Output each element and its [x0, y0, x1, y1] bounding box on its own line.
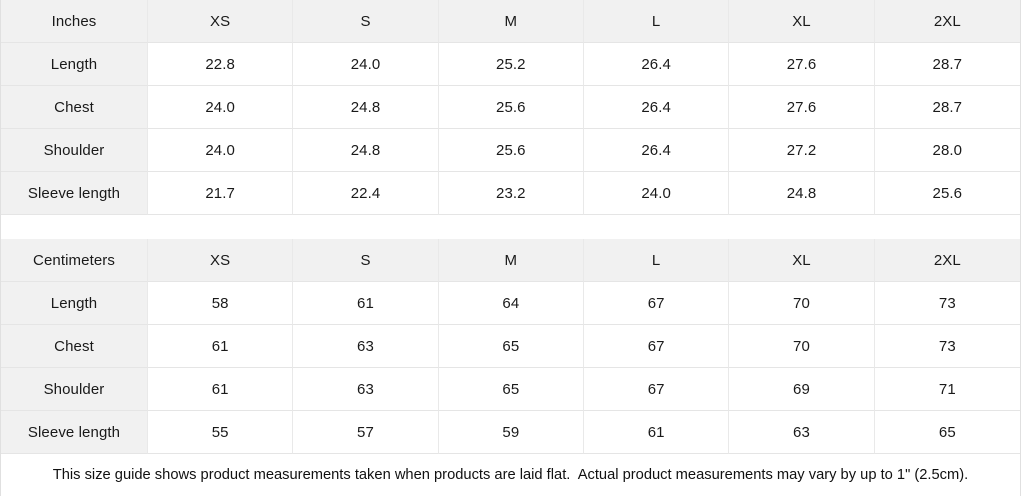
size-value: 24.8: [293, 86, 439, 129]
size-table-centimeters: Centimeters XS S M L XL 2XL Length 58 61…: [1, 239, 1020, 454]
size-value: 25.6: [438, 86, 584, 129]
size-value: 59: [438, 411, 584, 454]
row-label-shoulder: Shoulder: [1, 129, 148, 172]
unit-header-inches: Inches: [1, 0, 148, 43]
row-label-shoulder: Shoulder: [1, 368, 148, 411]
column-header-2xl: 2XL: [874, 239, 1020, 282]
size-value: 65: [438, 325, 584, 368]
size-value: 25.6: [874, 172, 1020, 215]
size-value: 61: [148, 368, 294, 411]
size-value: 28.0: [874, 129, 1020, 172]
size-value: 26.4: [583, 86, 730, 129]
column-header-2xl: 2XL: [874, 0, 1020, 43]
row-label-sleeve-length: Sleeve length: [1, 411, 148, 454]
column-header-xs: XS: [148, 0, 294, 43]
size-value: 24.8: [729, 172, 875, 215]
size-value: 61: [583, 411, 730, 454]
size-value: 28.7: [874, 43, 1020, 86]
size-value: 64: [438, 282, 584, 325]
size-value: 73: [874, 282, 1020, 325]
size-value: 25.2: [438, 43, 584, 86]
size-value: 27.6: [729, 43, 875, 86]
size-value: 65: [438, 368, 584, 411]
size-value: 58: [148, 282, 294, 325]
size-value: 27.2: [729, 129, 875, 172]
size-value: 61: [148, 325, 294, 368]
size-value: 24.0: [293, 43, 439, 86]
size-table-inches: Inches XS S M L XL 2XL Length 22.8 24.0 …: [1, 0, 1020, 215]
column-header-s: S: [293, 0, 439, 43]
size-value: 22.4: [293, 172, 439, 215]
size-value: 24.8: [293, 129, 439, 172]
size-value: 65: [874, 411, 1020, 454]
row-label-length: Length: [1, 43, 148, 86]
size-guide-footnote: This size guide shows product measuremen…: [1, 454, 1020, 496]
size-value: 22.8: [148, 43, 294, 86]
size-value: 26.4: [583, 43, 730, 86]
column-header-s: S: [293, 239, 439, 282]
row-label-chest: Chest: [1, 86, 148, 129]
row-label-sleeve-length: Sleeve length: [1, 172, 148, 215]
size-value: 69: [729, 368, 875, 411]
size-value: 21.7: [148, 172, 294, 215]
size-value: 27.6: [729, 86, 875, 129]
size-value: 67: [583, 325, 730, 368]
size-value: 57: [293, 411, 439, 454]
size-value: 67: [583, 368, 730, 411]
column-header-xs: XS: [148, 239, 294, 282]
size-value: 24.0: [148, 86, 294, 129]
size-value: 25.6: [438, 129, 584, 172]
size-value: 24.0: [148, 129, 294, 172]
size-value: 71: [874, 368, 1020, 411]
size-value: 70: [729, 282, 875, 325]
size-value: 70: [729, 325, 875, 368]
column-header-m: M: [438, 239, 584, 282]
size-value: 61: [293, 282, 439, 325]
size-value: 63: [293, 368, 439, 411]
row-label-length: Length: [1, 282, 148, 325]
column-header-l: L: [583, 239, 730, 282]
table-gap: [1, 215, 1020, 239]
size-value: 55: [148, 411, 294, 454]
size-value: 63: [293, 325, 439, 368]
column-header-l: L: [583, 0, 730, 43]
size-value: 24.0: [583, 172, 730, 215]
size-value: 73: [874, 325, 1020, 368]
size-value: 67: [583, 282, 730, 325]
column-header-xl: XL: [729, 0, 875, 43]
row-label-chest: Chest: [1, 325, 148, 368]
unit-header-centimeters: Centimeters: [1, 239, 148, 282]
column-header-m: M: [438, 0, 584, 43]
column-header-xl: XL: [729, 239, 875, 282]
size-value: 63: [729, 411, 875, 454]
size-value: 23.2: [438, 172, 584, 215]
size-value: 28.7: [874, 86, 1020, 129]
size-value: 26.4: [583, 129, 730, 172]
